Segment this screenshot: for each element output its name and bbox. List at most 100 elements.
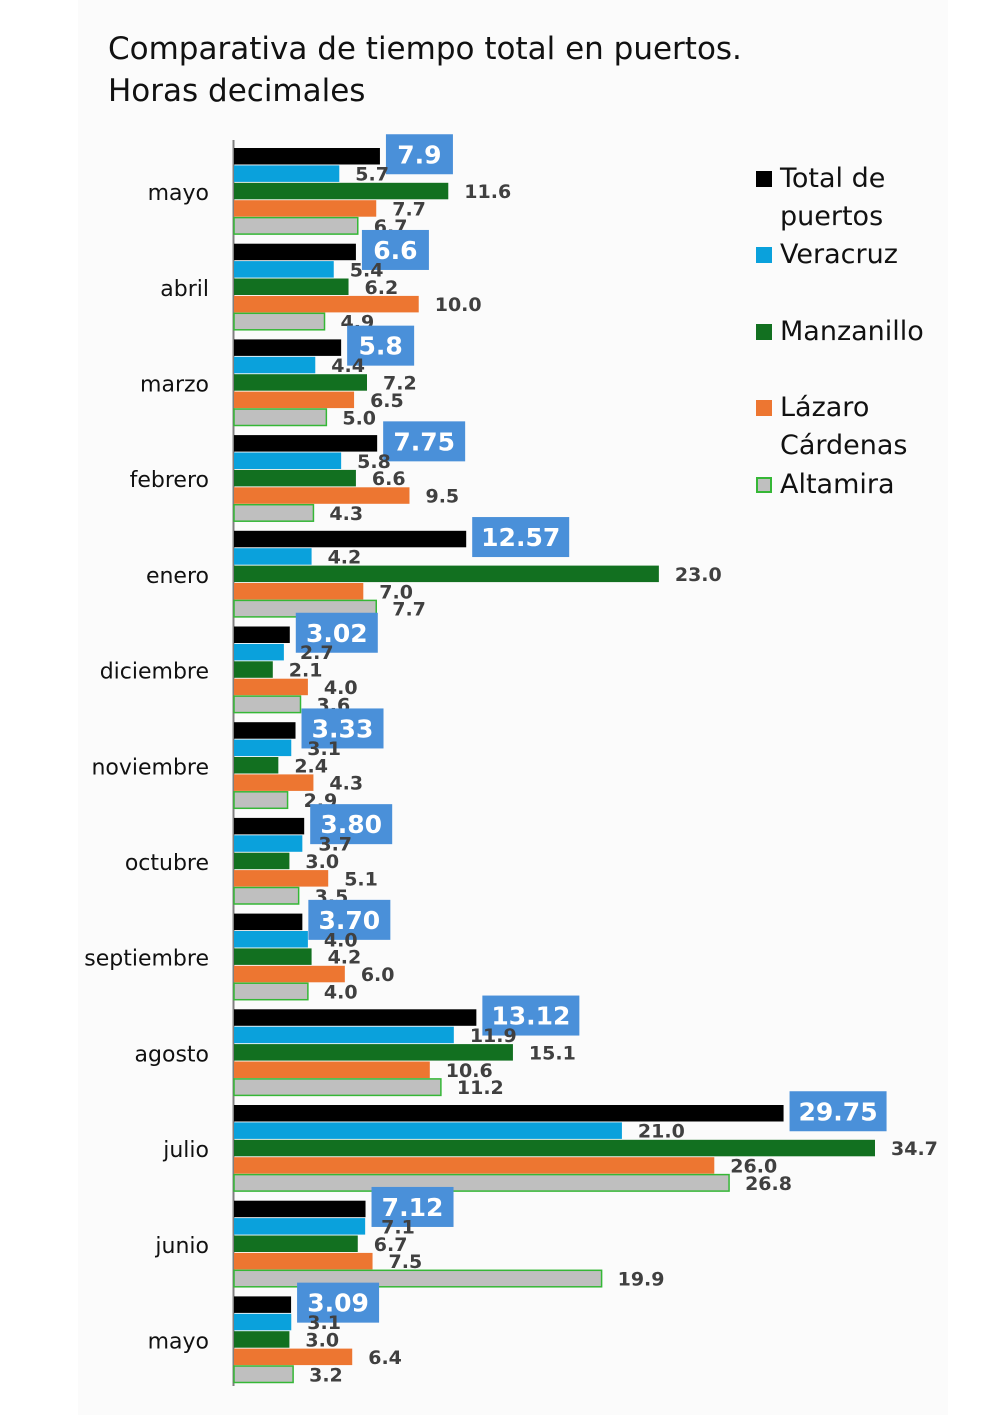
bar-total-de-puertos (234, 435, 378, 452)
bar-lazaro-cardenas (234, 1061, 430, 1078)
bar-manzanillo (234, 757, 279, 774)
bar-lazaro-cardenas (234, 1348, 353, 1366)
category-label: octubre (125, 851, 209, 876)
bar-veracruz (234, 356, 316, 374)
data-label-lazaro-cardenas: 6.0 (361, 964, 395, 986)
data-label-box (371, 1186, 454, 1227)
data-label-veracruz: 4.2 (328, 546, 362, 568)
legend-item-manzanillo: Manzanillo (756, 313, 924, 351)
data-label-manzanillo: 23.0 (675, 564, 722, 586)
category-label: enero (146, 564, 209, 589)
bar-veracruz (234, 931, 308, 948)
data-label-box (383, 421, 466, 462)
bar-veracruz (234, 1122, 622, 1139)
data-label-manzanillo: 7.2 (383, 372, 417, 394)
data-label-veracruz: 11.9 (470, 1025, 517, 1047)
bar-veracruz (234, 1313, 292, 1331)
legend-item-lazaro: Lázaro Cárdenas (756, 389, 908, 465)
bar-altamira (233, 695, 302, 714)
data-label-veracruz: 2.7 (300, 642, 334, 664)
data-label-manzanillo: 2.1 (289, 660, 323, 682)
category-label: diciembre (100, 660, 209, 685)
data-label-box (361, 229, 429, 270)
bar-lazaro-cardenas (234, 295, 419, 313)
bar-manzanillo (234, 565, 659, 583)
data-label-lazaro-cardenas: 10.6 (446, 1060, 493, 1082)
data-label-veracruz: 5.4 (350, 259, 384, 281)
bar-total-de-puertos (234, 913, 303, 931)
data-label-total: 29.75 (799, 1097, 878, 1126)
legend-swatch-lazaro (756, 400, 772, 416)
title-line: Comparativa de tiempo total en puertos. (108, 31, 742, 67)
legend-swatch-manzanillo (756, 324, 772, 340)
bar-manzanillo (234, 182, 449, 200)
data-label-lazaro-cardenas: 10.0 (435, 294, 482, 316)
bar-altamira (233, 503, 315, 522)
legend-label-manzanillo: Manzanillo (780, 316, 924, 347)
data-label-veracruz: 4.0 (324, 929, 358, 951)
data-label-lazaro-cardenas: 7.0 (379, 581, 413, 603)
legend-label-altamira: Altamira (780, 469, 895, 500)
data-label-veracruz: 3.1 (307, 1312, 341, 1334)
data-label-total: 3.70 (319, 906, 381, 935)
bar-total-de-puertos (234, 1200, 366, 1218)
bar-veracruz (234, 452, 342, 469)
bar-manzanillo (234, 278, 349, 295)
data-label-total: 5.8 (358, 332, 402, 361)
bar-altamira (233, 1078, 442, 1097)
bar-veracruz (234, 643, 284, 661)
data-label-total: 13.12 (491, 1002, 570, 1031)
category-label: mayo (148, 181, 209, 206)
data-label-veracruz: 5.8 (357, 451, 391, 473)
legend-label-veracruz: Veracruz (780, 239, 898, 270)
subtitle-line: Horas decimales (108, 73, 366, 109)
data-label-veracruz: 21.0 (638, 1121, 685, 1143)
data-label-lazaro-cardenas: 7.7 (392, 198, 426, 220)
category-label: julio (162, 1138, 209, 1163)
category-label: septiembre (84, 947, 209, 972)
data-label-total: 12.57 (481, 523, 560, 552)
bar-manzanillo (234, 661, 273, 678)
data-label-altamira: 5.0 (342, 407, 376, 429)
data-label-manzanillo: 2.4 (294, 755, 328, 777)
data-label-box (789, 1091, 887, 1132)
data-label-total: 3.02 (306, 619, 368, 648)
bar-veracruz (234, 835, 303, 852)
legend-label-lazaro: Lázaro Cárdenas (780, 392, 908, 461)
bar-veracruz (234, 261, 334, 278)
bar-lazaro-cardenas (234, 1252, 373, 1270)
data-label-box (472, 517, 570, 558)
data-label-altamira: 4.0 (324, 981, 358, 1003)
bar-total-de-puertos (234, 722, 296, 739)
bar-altamira (233, 1173, 730, 1192)
bar-lazaro-cardenas (234, 1157, 715, 1174)
legend-label-total: Total de puertos (780, 163, 886, 232)
data-label-box (310, 804, 393, 845)
data-label-box (297, 1282, 380, 1323)
data-label-veracruz: 5.7 (355, 164, 389, 186)
bar-total-de-puertos (234, 148, 380, 165)
bar-veracruz (234, 1026, 454, 1044)
data-label-total: 7.12 (382, 1193, 444, 1222)
data-label-box (482, 995, 580, 1036)
bar-altamira (233, 312, 326, 331)
data-label-total: 3.33 (312, 714, 374, 743)
category-label: noviembre (91, 755, 209, 780)
legend-swatch-total (756, 171, 772, 187)
bar-manzanillo (234, 469, 356, 487)
chart-title: Comparativa de tiempo total en puertos. … (108, 28, 742, 112)
data-label-manzanillo: 6.6 (372, 468, 406, 490)
bar-total-de-puertos (234, 339, 342, 356)
data-label-box (347, 325, 415, 366)
data-label-total: 7.75 (393, 427, 455, 456)
bar-veracruz (234, 165, 340, 182)
bar-lazaro-cardenas (234, 487, 410, 504)
bar-manzanillo (234, 948, 312, 965)
bar-manzanillo (234, 1139, 875, 1157)
bar-total-de-puertos (234, 1009, 477, 1026)
bar-total-de-puertos (234, 530, 467, 548)
bar-manzanillo (234, 374, 368, 391)
category-label: junio (154, 1234, 209, 1259)
data-label-lazaro-cardenas: 4.3 (329, 773, 363, 795)
